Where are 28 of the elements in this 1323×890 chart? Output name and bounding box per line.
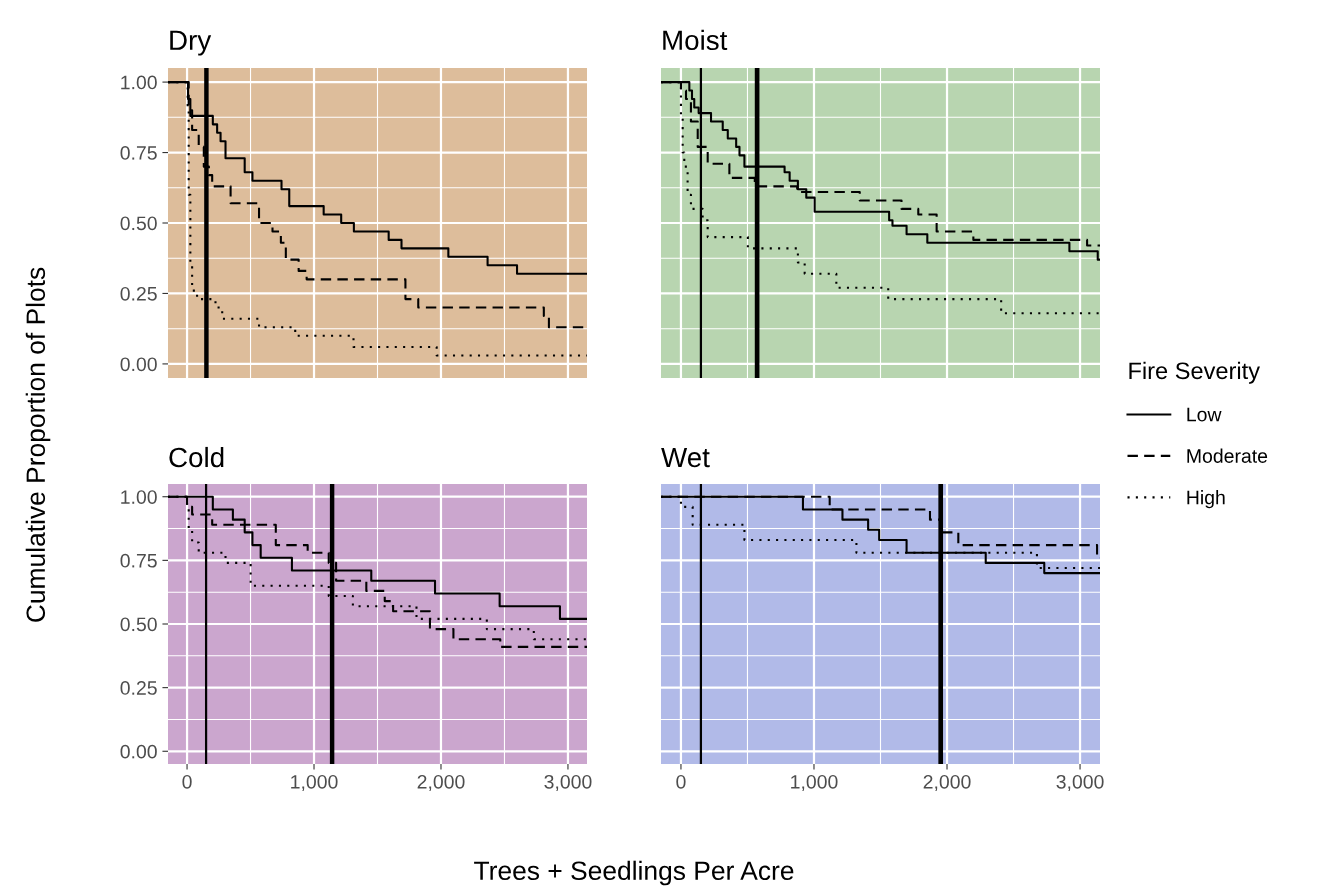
x-tick-label: 2,000 <box>923 774 971 791</box>
y-axis-title: Cumulative Proportion of Plots <box>25 267 51 622</box>
x-tick-label: 0 <box>676 774 686 789</box>
y-tick-label: 0.00 <box>120 744 157 759</box>
x-tick-label: 1,000 <box>291 774 338 791</box>
legend-label: Low <box>1187 407 1222 422</box>
y-tick-label: 0.25 <box>120 681 157 695</box>
x-tick-label: 3,000 <box>544 774 592 791</box>
y-tick-label: 1.00 <box>121 75 157 90</box>
y-tick-label: 0.75 <box>120 553 157 568</box>
x-tick-label: 0 <box>182 774 192 789</box>
chart-title: Wet <box>661 447 710 468</box>
y-tick-label: 1.00 <box>121 490 157 504</box>
y-tick-label: 0.25 <box>120 286 157 301</box>
x-tick-label: 2,000 <box>417 774 465 791</box>
chart-title: Cold <box>169 446 224 468</box>
legend-label: Moderate <box>1187 448 1268 463</box>
legend-title: Fire Severity <box>1129 361 1260 384</box>
y-tick-label: 0.50 <box>120 216 157 231</box>
chart-title: Dry <box>170 30 212 56</box>
x-tick-label: 1,000 <box>791 774 838 791</box>
y-tick-label: 0.75 <box>120 146 157 160</box>
legend-label: High <box>1187 490 1225 509</box>
x-axis-title: Trees + Seedlings Per Acre <box>474 860 794 886</box>
x-tick-label: 3,000 <box>1056 774 1104 791</box>
y-tick-label: 0.50 <box>120 617 157 632</box>
y-tick-label: 0.00 <box>120 357 157 372</box>
chart-title: Moist <box>663 29 728 51</box>
